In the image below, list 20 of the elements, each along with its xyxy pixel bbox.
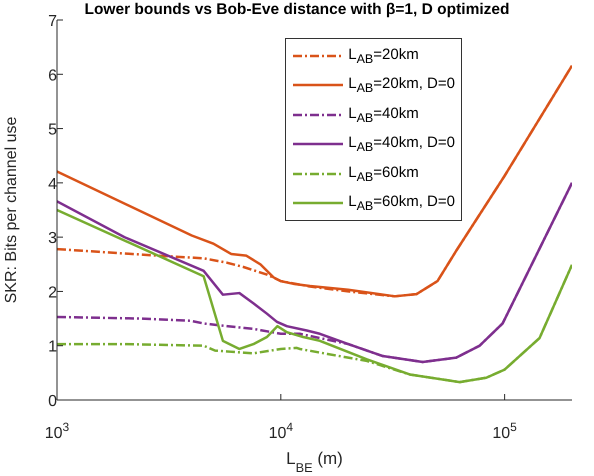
y-tick-label: 7 <box>48 13 58 30</box>
chart-title: Lower bounds vs Bob-Eve distance with β=1, D optimized <box>84 1 510 18</box>
x-axis-title: L$_{BE}$ (m) <box>286 449 343 474</box>
legend-label: L$_{AB}$=40km, D=0 <box>348 134 455 154</box>
y-tick-label: 4 <box>48 176 58 193</box>
legend-label: L$_{AB}$=60km <box>348 164 419 184</box>
legend-label: L$_{AB}$=40km <box>348 104 419 125</box>
y-tick-label: 6 <box>48 67 58 84</box>
y-tick-label: 5 <box>48 122 58 139</box>
y-tick-label: 2 <box>48 284 58 302</box>
y-tick-label: 0 <box>48 393 58 410</box>
x-tick-label: 10$^{5}$ <box>492 420 518 442</box>
y-axis-title: SKR: Bits per channel use <box>3 116 20 304</box>
x-tick-label: 10$^{4}$ <box>268 420 294 442</box>
y-tick-label: 3 <box>48 230 58 248</box>
legend-label: L$_{AB}$=60km, D=0 <box>348 193 455 214</box>
legend-label: L$_{AB}$=20km, D=0 <box>348 75 455 96</box>
legend-label: L$_{AB}$=20km <box>348 46 419 66</box>
y-tick-label: 1 <box>48 338 58 356</box>
x-tick-label: 10$^{3}$ <box>44 420 70 442</box>
